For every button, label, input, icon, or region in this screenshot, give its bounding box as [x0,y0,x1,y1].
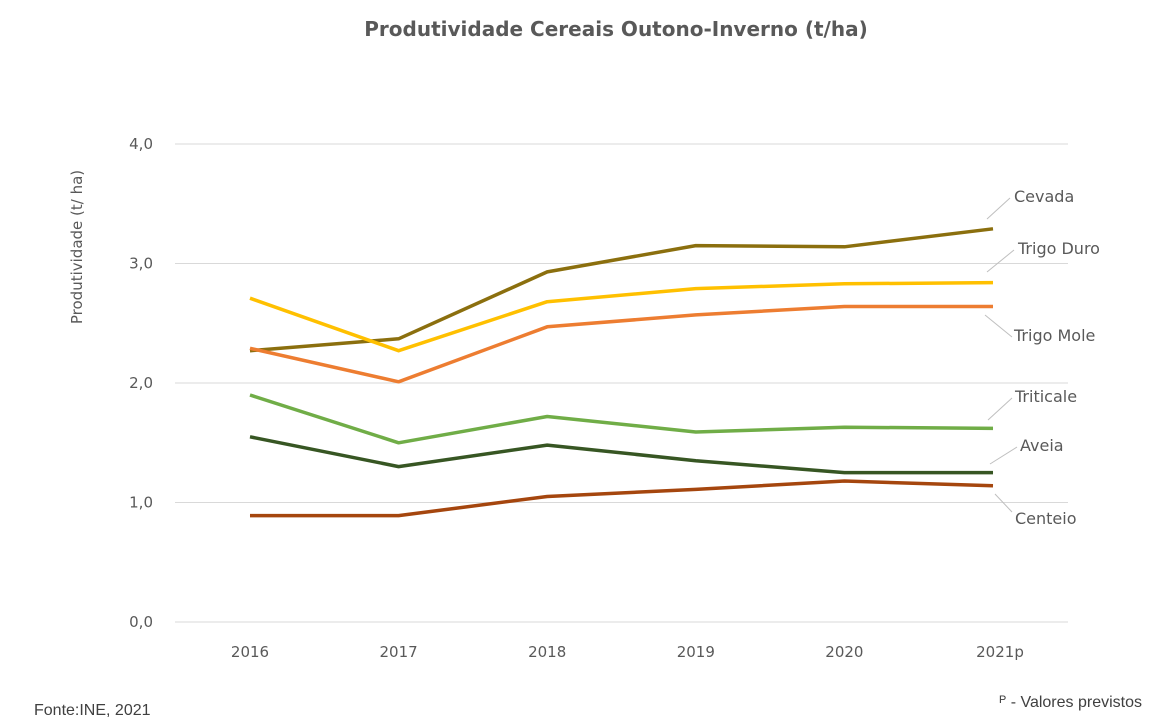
leader-line-centeio [994,493,1013,513]
series-lines [249,227,994,518]
leader-line-cevada [986,197,1011,220]
series-line-triticale [249,393,994,445]
x-tick-label: 2021p [976,643,1024,661]
y-axis-ticks: 0,0 1,0 2,0 3,0 4,0 [129,135,153,631]
series-labels: Cevada Trigo Duro Trigo Mole Triticale Aveia… [984,187,1100,528]
series-label-trigo-duro: Trigo Duro [1017,239,1100,258]
y-tick-label: 1,0 [129,494,153,512]
chart-title: Produtividade Cereais Outono-Inverno (t/… [364,17,867,41]
series-line-centeio [250,479,994,518]
y-tick-label: 0,0 [129,613,153,631]
y-tick-label: 2,0 [129,374,153,392]
leader-line-trigo-mole [984,314,1013,338]
leader-line-trigo-duro [986,249,1015,273]
x-tick-label: 2017 [380,643,418,661]
series-label-centeio: Centeio [1015,509,1077,528]
series-label-cevada: Cevada [1014,187,1074,206]
series-line-trigo-duro [249,280,994,353]
x-tick-label: 2018 [528,643,566,661]
series-label-triticale: Triticale [1014,387,1077,406]
footnote: ᴾ - Valores previstos [1000,694,1142,711]
y-axis-label: Produtividade (t/ ha) [68,170,86,324]
series-label-aveia: Aveia [1020,436,1064,455]
series-line-trigo-mole [249,304,993,384]
series-label-trigo-mole: Trigo Mole [1013,326,1095,345]
leader-line-aveia [989,446,1018,465]
x-tick-label: 2016 [231,643,269,661]
series-line-aveia [249,435,993,475]
source-note: Fonte:INE, 2021 [34,702,151,719]
gridlines [175,143,1068,623]
x-axis-ticks: 2016 2017 2018 2019 2020 2021p [231,643,1024,661]
x-tick-label: 2020 [825,643,863,661]
x-tick-label: 2019 [677,643,715,661]
y-tick-label: 4,0 [129,135,153,153]
series-line-cevada [249,227,994,353]
y-tick-label: 3,0 [129,255,153,273]
leader-line-triticale [987,397,1013,421]
